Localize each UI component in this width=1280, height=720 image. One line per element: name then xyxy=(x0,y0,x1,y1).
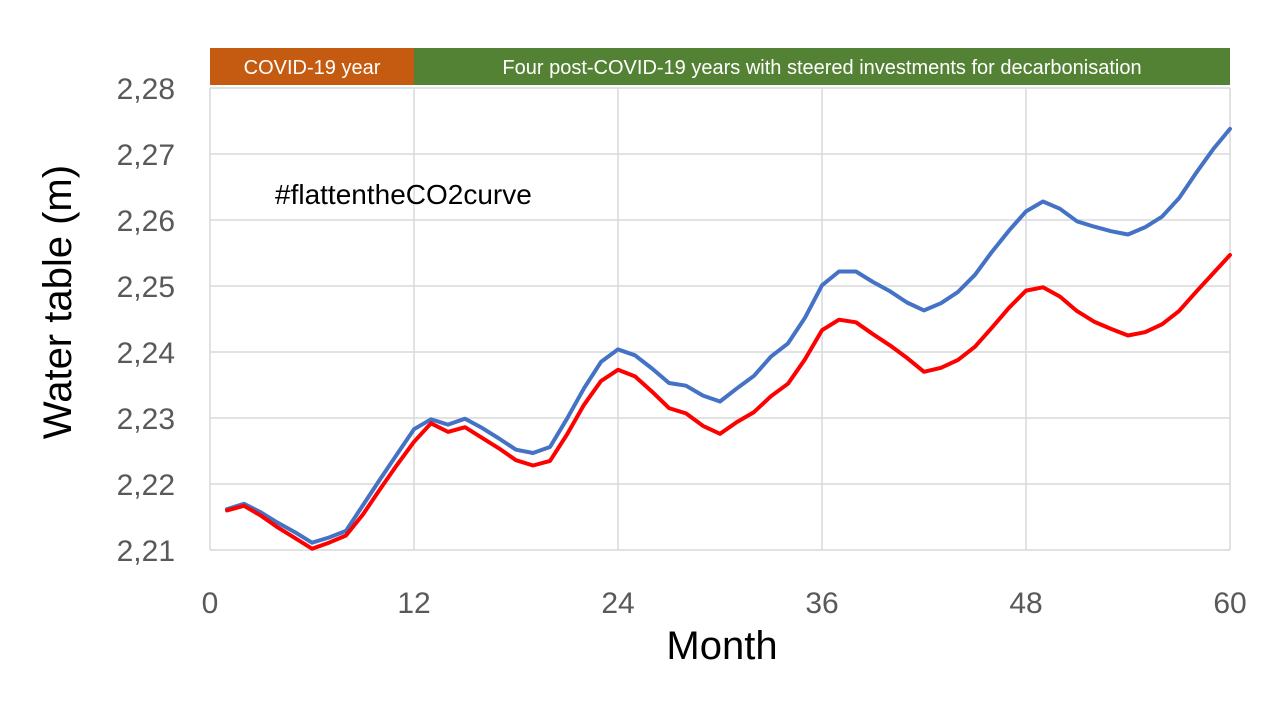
grid-lines xyxy=(209,87,1231,551)
y-tick-label-0: 2,21 xyxy=(117,535,175,568)
x-tick-label-0: 0 xyxy=(202,587,219,620)
y-tick-label-7: 2,28 xyxy=(117,73,175,106)
y-tick-label-4: 2,25 xyxy=(117,271,175,304)
y-tick-label-6: 2,27 xyxy=(117,139,175,172)
y-tick-label-3: 2,24 xyxy=(117,337,175,370)
series-lines xyxy=(225,126,1232,551)
y-axis-title: Water table (m) xyxy=(36,165,80,439)
x-axis-title: Month xyxy=(666,624,777,668)
series-line-0 xyxy=(225,126,1232,545)
y-tick-labels: 2,21 2,22 2,23 2,24 2,25 2,26 2,27 2,28 xyxy=(117,73,175,568)
band-label-1: Four post-COVID-19 years with steered in… xyxy=(502,57,1141,79)
period-bands: COVID-19 year Four post-COVID-19 years wi… xyxy=(210,48,1230,85)
series-line-1 xyxy=(225,253,1232,551)
band-1 xyxy=(414,48,1230,85)
x-tick-label-4: 48 xyxy=(1009,587,1042,620)
x-tick-label-5: 60 xyxy=(1213,587,1246,620)
annotation-hashtag: #flattentheCO2curve xyxy=(275,179,532,210)
x-tick-label-1: 12 xyxy=(397,587,430,620)
band-0 xyxy=(210,48,414,85)
y-tick-label-5: 2,26 xyxy=(117,205,175,238)
x-tick-labels: 0 12 24 36 48 60 xyxy=(202,587,1247,620)
x-tick-label-2: 24 xyxy=(601,587,634,620)
x-tick-label-3: 36 xyxy=(805,587,838,620)
band-label-0: COVID-19 year xyxy=(244,57,381,79)
y-tick-label-1: 2,22 xyxy=(117,469,175,502)
y-tick-label-2: 2,23 xyxy=(117,403,175,436)
